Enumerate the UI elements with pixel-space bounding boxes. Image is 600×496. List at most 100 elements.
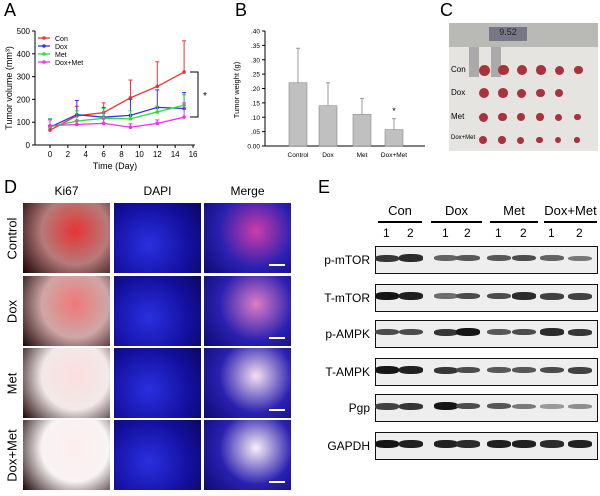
y-tick-label: 0 [26,141,31,150]
protein-band [512,328,536,336]
lane-number: 1 [383,226,390,240]
y-axis-label: Tumor weight (g) [232,61,241,118]
tumor-specimen [479,136,487,144]
x-tick-label: Dox [322,152,334,159]
tumor-photo: 9.52 Con Dox Met Dox+Met [449,23,598,151]
y-tick-label: .10 [251,115,260,122]
tumor-specimen [536,113,544,121]
legend-label: Met [55,52,67,59]
y-tick-label: 100 [17,118,31,127]
protein-band [456,328,480,336]
protein-label: GAPDH [327,439,370,453]
protein-band [487,255,511,262]
data-point [128,125,133,130]
y-tick-label: .40 [251,29,260,36]
blot-p-mTOR [375,246,598,274]
protein-band [375,402,399,410]
protein-band [487,292,511,300]
bar-Met [352,114,372,147]
group-label: Dox [444,203,469,218]
scale-bar [269,337,285,339]
group-underline [544,221,597,223]
protein-label: Pgp [348,401,370,415]
group-label: Dox+Met [544,203,597,218]
lane-number: 2 [576,226,583,240]
panel-label-a: A [4,0,17,20]
lane-number: 1 [442,226,449,240]
data-point [155,121,160,126]
y-tick-label: 0.00 [247,144,260,151]
protein-band [487,403,511,410]
x-axis-label: Time (Day) [93,161,137,171]
ihc-image-Met-DAPI [114,348,201,418]
photo-row-label: Dox+Met [451,135,476,141]
tumor-specimen [555,113,562,121]
lane-number: 2 [407,226,414,240]
protein-band [434,402,458,410]
scale-bar [269,481,285,483]
tumor-specimen [574,65,583,75]
protein-band [375,328,399,336]
lane-number: 1 [495,226,502,240]
x-tick-label: 2 [66,150,71,159]
row-label: Control [4,217,20,260]
protein-band [375,366,399,374]
protein-band [540,366,564,374]
y-tick-label: .35 [251,43,260,50]
lane-number: 1 [548,226,555,240]
y-tick-label: .25 [251,72,260,79]
protein-band [399,366,423,374]
y-tick-label: 500 [17,27,31,36]
panel-label-b: B [235,0,248,20]
bar-Control [288,82,308,147]
protein-band [568,328,592,336]
tumor-volume-chart: 0 100 200 300 400 500 0 2 4 6 8 10 12 14 16 Time (Day) T… [4,27,207,171]
protein-band [456,255,480,262]
protein-band [512,367,536,374]
scale-bar [269,409,285,411]
data-point [128,96,133,100]
protein-band [434,255,458,262]
protein-band [568,403,592,409]
data-point [48,123,52,128]
protein-band [434,293,458,300]
panel-label-e: E [318,177,331,197]
protein-band [540,440,564,448]
protein-band [375,440,399,448]
legend-label: Dox [55,44,68,51]
protein-band [399,292,423,300]
data-point [48,128,52,132]
y-tick-label: 300 [17,73,31,82]
tumor-specimen [517,113,525,121]
x-tick-label: 10 [135,150,144,159]
series-line-Dox [49,106,185,128]
protein-band [568,440,592,448]
series-line-Dox+Met [49,116,185,128]
ihc-image-Met-Merge [204,348,291,418]
ihc-image-Dox-Ki67 [23,276,110,346]
ihc-image-Dox+Met-Merge [204,420,291,490]
blot-Pgp [375,394,598,422]
panel-label-c: C [440,0,453,20]
protein-band [568,366,592,374]
tumor-specimen [517,136,524,144]
protein-band [456,440,480,448]
significance-marker: * [203,91,207,102]
protein-band [568,255,592,261]
protein-label: T-mTOR [324,291,370,305]
y-tick-label: 200 [17,95,31,104]
y-tick-label: 400 [17,50,31,59]
protein-band [568,292,592,300]
tumor-specimen [479,88,489,98]
caliper-display: 9.52 [489,27,527,41]
protein-band [375,292,399,300]
protein-band [540,255,564,262]
x-tick-label: 6 [101,150,106,159]
x-tick-label: 14 [171,150,180,159]
tumor-specimen [574,113,581,121]
tumor-weight-chart: 0.00 .05 .10 .15 .20 .25 .30 .35 .40 Tumor weight… [232,29,425,159]
tumor-specimen [517,88,526,98]
protein-band [487,367,511,374]
tumor-specimen [498,88,508,98]
protein-band [456,366,480,374]
